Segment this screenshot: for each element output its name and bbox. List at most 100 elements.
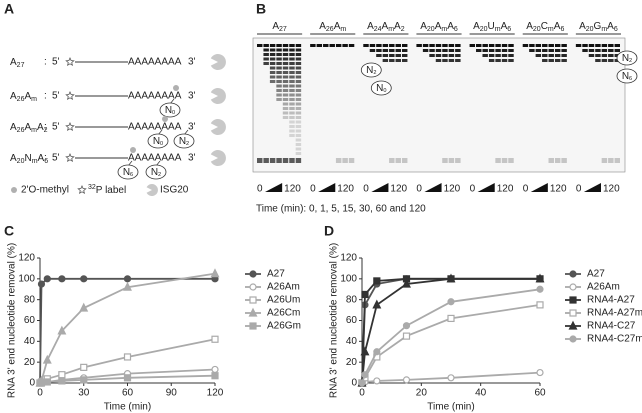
time-end: 120	[284, 184, 301, 195]
gel-band	[282, 48, 289, 52]
marker	[43, 378, 51, 386]
gel-band	[276, 57, 282, 61]
label: A26Am	[10, 91, 37, 103]
time-wedge	[477, 183, 495, 192]
gel-band	[595, 54, 601, 57]
marker	[211, 335, 219, 343]
gel-band	[476, 44, 482, 47]
superscript: 32	[88, 184, 96, 191]
gel-band	[276, 93, 282, 97]
subscript: 2	[158, 172, 161, 178]
gel-band	[495, 158, 501, 163]
legend-text: ISG20	[160, 185, 189, 196]
gel-band	[389, 49, 395, 52]
gel-band	[269, 57, 276, 61]
marker	[249, 270, 257, 278]
marker	[536, 285, 544, 293]
legend-label: A26Am	[267, 282, 300, 293]
gel-band	[501, 54, 508, 57]
subscript: 6	[454, 26, 458, 33]
gel-band	[561, 158, 567, 163]
time-end: 120	[337, 184, 354, 195]
text-part: A	[447, 21, 454, 32]
legend-text: 32P label	[88, 184, 126, 196]
gel-band	[348, 44, 355, 47]
gel-band	[282, 53, 289, 56]
gel-band	[269, 80, 276, 83]
five-prime: 5'	[52, 57, 60, 68]
marker	[123, 275, 132, 283]
gel-band	[542, 54, 548, 57]
methyl-dot	[162, 116, 168, 122]
y-tick-label: 120	[18, 253, 35, 264]
enzyme-icon	[210, 54, 226, 70]
panel-label: A	[4, 1, 14, 17]
time-start: 0	[257, 184, 263, 195]
gel-band	[448, 59, 455, 62]
gel-band	[289, 84, 295, 88]
gel-band	[601, 49, 608, 52]
gel-band	[422, 44, 429, 47]
marker	[373, 348, 381, 356]
gel-band	[389, 44, 395, 47]
time-wedge	[265, 183, 283, 192]
gel-band	[269, 48, 276, 52]
gel-band	[282, 98, 289, 101]
legend-label: A26Um	[267, 295, 300, 306]
x-tick-label: 0	[37, 388, 43, 399]
enzyme-icon	[210, 88, 226, 104]
gel-band	[469, 44, 476, 47]
marker	[536, 301, 544, 309]
text-part: A	[10, 122, 17, 133]
subscript: 26	[17, 127, 25, 134]
gel-band	[289, 75, 295, 79]
gel-band	[395, 59, 401, 62]
marker	[569, 309, 577, 317]
y-axis-label: RNA 3' end nucleotide removal (%)	[7, 243, 18, 398]
legend-label: A27	[587, 269, 605, 280]
x-tick-label: 120	[207, 388, 224, 399]
gel-band	[401, 44, 408, 47]
gel-band	[257, 44, 263, 47]
gel-band	[389, 54, 395, 57]
gel-band	[282, 62, 289, 65]
methyl-dot	[173, 85, 179, 91]
x-axis-label: Time (min)	[104, 402, 151, 413]
gel-band	[295, 62, 302, 65]
time-start: 0	[310, 184, 316, 195]
gel-band	[455, 44, 461, 47]
subscript: 26	[326, 26, 334, 33]
gel-band	[276, 84, 282, 88]
gel-band	[289, 66, 295, 70]
gel-band	[535, 44, 542, 47]
gel-band	[282, 66, 289, 70]
label: A26Am	[319, 21, 346, 33]
subscript: 0	[160, 141, 163, 147]
x-tick-label: 30	[78, 388, 90, 399]
marker	[373, 377, 381, 385]
gel-band	[488, 44, 495, 47]
gel-band	[535, 49, 542, 52]
text-part: A	[334, 21, 341, 32]
gel-band	[295, 44, 302, 47]
gel-band	[382, 59, 389, 62]
gel-band	[614, 44, 620, 47]
y-tick-label: 80	[24, 294, 36, 305]
gel-band	[348, 158, 355, 163]
series-line	[39, 277, 215, 384]
gel-band	[508, 158, 514, 163]
gel-band	[401, 158, 408, 163]
gel-band	[295, 98, 302, 101]
marker	[37, 379, 46, 387]
text-part: A	[394, 21, 401, 32]
label-star	[65, 57, 75, 67]
marker	[123, 353, 132, 361]
gel-band	[295, 53, 302, 56]
gel-band	[282, 116, 289, 119]
gel-band	[522, 44, 529, 47]
gel-band	[595, 59, 601, 62]
gel-band	[295, 152, 302, 155]
panel-label: D	[324, 223, 334, 239]
marker	[249, 296, 257, 304]
enzyme-icon	[210, 149, 226, 166]
